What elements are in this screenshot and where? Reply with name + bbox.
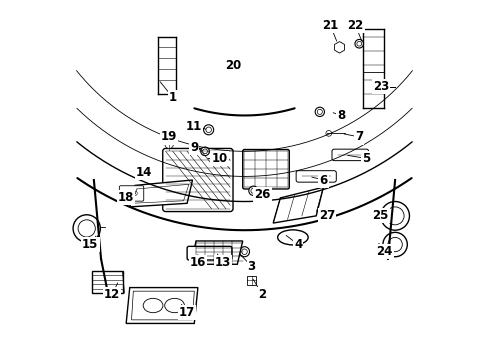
Text: 4: 4 xyxy=(294,238,302,251)
Text: 23: 23 xyxy=(372,80,388,93)
Circle shape xyxy=(386,207,403,225)
Text: 11: 11 xyxy=(186,120,202,133)
Text: 27: 27 xyxy=(318,210,334,222)
Circle shape xyxy=(354,40,363,48)
Circle shape xyxy=(201,147,209,156)
Circle shape xyxy=(78,220,95,237)
Circle shape xyxy=(73,215,100,242)
Bar xyxy=(246,276,256,285)
Text: 15: 15 xyxy=(82,238,98,251)
Circle shape xyxy=(250,188,256,193)
FancyBboxPatch shape xyxy=(119,186,143,201)
Circle shape xyxy=(375,83,382,90)
Circle shape xyxy=(205,127,211,132)
Circle shape xyxy=(317,109,322,114)
Circle shape xyxy=(382,232,407,257)
Circle shape xyxy=(164,140,173,148)
Polygon shape xyxy=(190,241,242,264)
Circle shape xyxy=(325,131,331,136)
Text: 14: 14 xyxy=(136,166,152,179)
Circle shape xyxy=(248,186,258,195)
Text: 18: 18 xyxy=(118,192,134,204)
FancyBboxPatch shape xyxy=(296,171,336,182)
Text: 21: 21 xyxy=(322,19,338,32)
Polygon shape xyxy=(273,187,323,223)
Circle shape xyxy=(387,237,402,252)
FancyBboxPatch shape xyxy=(163,148,233,212)
Text: 25: 25 xyxy=(372,210,388,222)
Text: 12: 12 xyxy=(103,288,120,301)
Text: 19: 19 xyxy=(161,130,177,144)
Circle shape xyxy=(239,247,249,257)
Text: 6: 6 xyxy=(319,174,327,186)
Text: 2: 2 xyxy=(258,288,266,301)
Ellipse shape xyxy=(164,298,184,313)
Polygon shape xyxy=(334,41,344,53)
Text: 24: 24 xyxy=(375,245,392,258)
FancyBboxPatch shape xyxy=(242,149,289,189)
Circle shape xyxy=(241,249,247,255)
Circle shape xyxy=(203,125,213,135)
Polygon shape xyxy=(126,288,198,323)
Circle shape xyxy=(202,149,207,154)
Bar xyxy=(92,271,122,293)
Circle shape xyxy=(133,191,137,195)
Text: 9: 9 xyxy=(190,141,198,154)
Polygon shape xyxy=(217,155,228,162)
Text: 5: 5 xyxy=(362,152,370,165)
Text: 17: 17 xyxy=(179,306,195,319)
Text: 10: 10 xyxy=(211,152,227,165)
Text: 16: 16 xyxy=(189,256,205,269)
Text: 1: 1 xyxy=(168,91,177,104)
Ellipse shape xyxy=(277,230,307,245)
Circle shape xyxy=(356,41,361,46)
Text: 13: 13 xyxy=(214,256,231,269)
Text: 20: 20 xyxy=(225,59,242,72)
Text: 7: 7 xyxy=(354,130,363,144)
Text: 3: 3 xyxy=(247,260,255,273)
Text: 8: 8 xyxy=(337,109,345,122)
FancyBboxPatch shape xyxy=(331,149,368,161)
FancyBboxPatch shape xyxy=(187,246,231,260)
Circle shape xyxy=(314,107,324,117)
Circle shape xyxy=(380,202,408,230)
Ellipse shape xyxy=(143,298,163,313)
Text: 22: 22 xyxy=(347,19,363,32)
Polygon shape xyxy=(129,180,192,207)
Polygon shape xyxy=(131,291,194,320)
Text: 26: 26 xyxy=(254,188,270,201)
